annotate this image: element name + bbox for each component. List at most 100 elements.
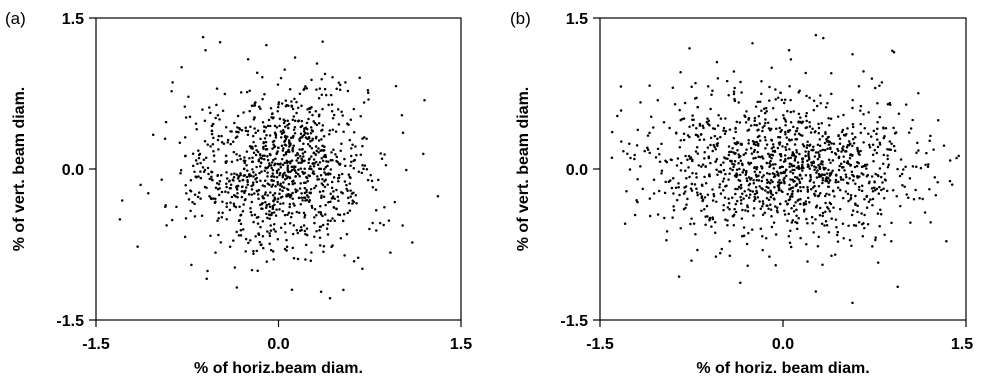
- scatter-point: [164, 204, 167, 207]
- scatter-point: [828, 179, 832, 182]
- scatter-point: [710, 225, 713, 228]
- scatter-point: [332, 190, 335, 193]
- scatter-point: [859, 131, 863, 135]
- scatter-point: [165, 224, 168, 227]
- scatter-point: [843, 169, 846, 172]
- scatter-point: [756, 150, 759, 154]
- scatter-point: [899, 204, 902, 208]
- scatter-point: [786, 192, 789, 196]
- scatter-point: [321, 189, 325, 193]
- scatter-point: [210, 132, 214, 136]
- scatter-point: [361, 267, 364, 270]
- scatter-point: [851, 98, 854, 102]
- scatter-point: [799, 189, 803, 193]
- scatter-point: [733, 174, 737, 178]
- scatter-point: [610, 130, 614, 134]
- scatter-point: [309, 126, 313, 129]
- scatter-point: [206, 269, 209, 273]
- scatter-point: [823, 173, 826, 176]
- scatter-point: [656, 213, 660, 216]
- scatter-point: [244, 250, 247, 253]
- scatter-point: [312, 170, 315, 173]
- scatter-point: [335, 207, 338, 211]
- scatter-point: [298, 174, 301, 178]
- scatter-point: [796, 199, 800, 202]
- scatter-point: [253, 127, 256, 130]
- scatter-point: [684, 190, 687, 193]
- scatter-point: [731, 168, 734, 172]
- scatter-point: [745, 177, 748, 180]
- scatter-point: [346, 89, 350, 93]
- scatter-point: [261, 120, 265, 124]
- scatter-point: [779, 153, 783, 156]
- scatter-point: [379, 152, 382, 155]
- scatter-point: [239, 234, 243, 237]
- scatter-point: [313, 121, 317, 125]
- scatter-point: [680, 161, 683, 165]
- scatter-point: [784, 158, 787, 161]
- scatter-point: [873, 180, 876, 184]
- scatter-point: [303, 229, 307, 233]
- data-points-b: [610, 33, 960, 305]
- scatter-point: [722, 177, 726, 180]
- scatter-point: [382, 223, 385, 227]
- scatter-point: [769, 190, 773, 193]
- scatter-point: [652, 126, 655, 129]
- scatter-point: [867, 132, 870, 136]
- scatter-point: [736, 187, 739, 191]
- scatter-point: [691, 124, 695, 127]
- scatter-point: [805, 119, 808, 123]
- scatter-point: [850, 213, 854, 217]
- scatter-point: [886, 157, 889, 161]
- scatter-point: [902, 168, 905, 171]
- scatter-point: [787, 198, 791, 202]
- scatter-point: [728, 207, 731, 211]
- scatter-point: [322, 245, 326, 248]
- scatter-point: [228, 245, 232, 248]
- scatter-point: [917, 149, 920, 152]
- scatter-point: [767, 186, 770, 190]
- scatter-point: [325, 160, 328, 163]
- scatter-point: [672, 208, 676, 212]
- scatter-point: [296, 231, 300, 235]
- scatter-point: [355, 153, 358, 157]
- scatter-point: [352, 130, 356, 134]
- scatter-point: [384, 164, 388, 167]
- scatter-point: [248, 239, 252, 242]
- scatter-point: [879, 213, 883, 216]
- scatter-point: [305, 176, 309, 180]
- scatter-point: [284, 99, 288, 102]
- scatter-point: [289, 193, 293, 197]
- scatter-point: [873, 148, 877, 152]
- scatter-point: [741, 163, 744, 167]
- scatter-point: [830, 142, 833, 145]
- scatter-point: [787, 156, 790, 160]
- scatter-point: [266, 194, 270, 197]
- scatter-point: [276, 238, 280, 241]
- scatter-point: [682, 132, 686, 135]
- scatter-point: [646, 146, 649, 150]
- scatter-point: [203, 185, 207, 189]
- scatter-point: [791, 151, 795, 154]
- scatter-point: [299, 125, 303, 129]
- scatter-point: [677, 185, 680, 189]
- scatter-point: [277, 101, 281, 104]
- scatter-point: [622, 150, 625, 153]
- scatter-point: [344, 81, 347, 84]
- scatter-point: [957, 154, 960, 158]
- scatter-point: [828, 174, 832, 177]
- scatter-point: [707, 119, 711, 122]
- scatter-point: [804, 154, 807, 158]
- scatter-point: [774, 263, 777, 267]
- scatter-point: [236, 191, 239, 195]
- scatter-point: [741, 171, 744, 174]
- scatter-point: [847, 140, 851, 143]
- scatter-point: [295, 210, 299, 214]
- scatter-point: [287, 104, 290, 107]
- scatter-point: [346, 211, 350, 215]
- scatter-point: [281, 149, 285, 152]
- scatter-point: [315, 214, 318, 217]
- scatter-point: [761, 213, 765, 217]
- scatter-point: [849, 194, 853, 197]
- scatter-point: [238, 127, 242, 131]
